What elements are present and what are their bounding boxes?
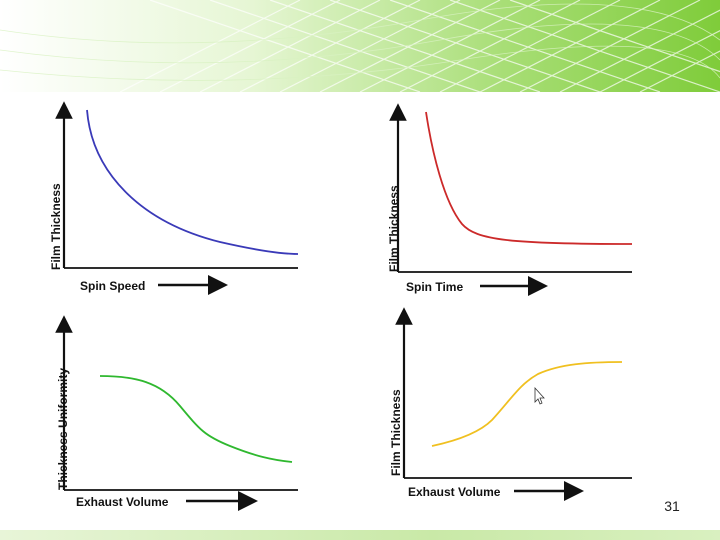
panel-uniformity-vs-exhaust: Exhaust Volume Thickness Uniformity <box>55 315 298 511</box>
y-label-1: Film Thickness <box>49 183 63 270</box>
footer-strip <box>0 530 720 540</box>
panel-thickness-vs-speed: Spin Speed Film Thickness <box>49 101 299 295</box>
slide-content-area <box>0 92 720 540</box>
panel-thickness-vs-time: Spin Time Film Thickness <box>387 103 633 296</box>
curve-thickness-vs-exhaust <box>431 361 623 447</box>
y-label-2: Film Thickness <box>387 185 401 272</box>
x-label-1: Spin Speed <box>80 279 145 293</box>
header-banner <box>0 0 720 92</box>
curve-thickness-vs-speed <box>86 109 299 255</box>
y-label-3: Thickness Uniformity <box>56 368 70 490</box>
curve-uniformity-vs-exhaust <box>99 375 293 463</box>
y-label-4: Film Thickness <box>389 389 403 476</box>
mouse-cursor-icon <box>534 386 545 405</box>
spin-coating-graphs: Spin Speed Film Thickness Spin Time Film… <box>40 92 650 522</box>
banner-graphic <box>0 0 720 92</box>
x-label-3: Exhaust Volume <box>76 495 169 509</box>
graph-grid: Spin Speed Film Thickness Spin Time Film… <box>49 101 633 511</box>
curve-thickness-vs-time <box>425 111 633 245</box>
panel-thickness-vs-exhaust: Exhaust Volume Film Thickness <box>389 307 632 501</box>
x-label-4: Exhaust Volume <box>408 485 501 499</box>
page-number: 31 <box>664 498 680 514</box>
x-label-2: Spin Time <box>406 280 463 294</box>
